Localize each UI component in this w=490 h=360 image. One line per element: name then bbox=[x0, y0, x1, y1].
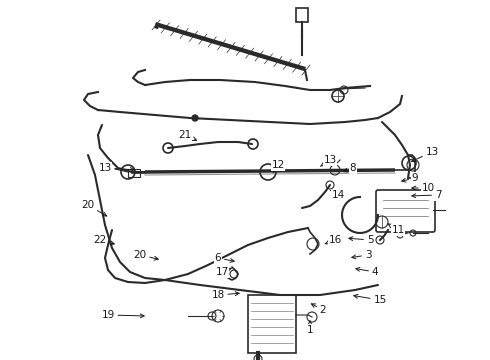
FancyBboxPatch shape bbox=[128, 169, 140, 177]
Text: 15: 15 bbox=[354, 294, 387, 305]
Text: 20: 20 bbox=[133, 250, 158, 260]
Text: 10: 10 bbox=[412, 183, 435, 193]
Text: 13: 13 bbox=[412, 147, 439, 162]
FancyBboxPatch shape bbox=[296, 8, 308, 22]
Text: 12: 12 bbox=[271, 160, 285, 173]
Text: 14: 14 bbox=[331, 190, 344, 200]
Text: 1: 1 bbox=[307, 321, 313, 335]
Circle shape bbox=[192, 115, 198, 121]
Text: 8: 8 bbox=[343, 163, 356, 173]
Text: 5: 5 bbox=[349, 235, 373, 245]
Text: 13: 13 bbox=[98, 163, 134, 173]
Text: 20: 20 bbox=[81, 200, 107, 216]
Text: 7: 7 bbox=[412, 190, 441, 200]
FancyBboxPatch shape bbox=[248, 295, 296, 353]
Text: 11: 11 bbox=[388, 224, 405, 235]
Text: 17: 17 bbox=[216, 267, 232, 277]
Text: 21: 21 bbox=[178, 130, 196, 140]
Text: 19: 19 bbox=[101, 310, 144, 320]
Text: 18: 18 bbox=[211, 290, 239, 300]
Text: 13: 13 bbox=[320, 155, 337, 166]
Text: 6: 6 bbox=[215, 253, 234, 263]
Text: 22: 22 bbox=[94, 235, 114, 245]
Text: 2: 2 bbox=[312, 304, 326, 315]
Text: 4: 4 bbox=[356, 267, 378, 277]
Text: 9: 9 bbox=[402, 173, 418, 183]
FancyBboxPatch shape bbox=[376, 190, 435, 232]
Text: 3: 3 bbox=[352, 250, 371, 260]
Text: 16: 16 bbox=[325, 235, 342, 245]
